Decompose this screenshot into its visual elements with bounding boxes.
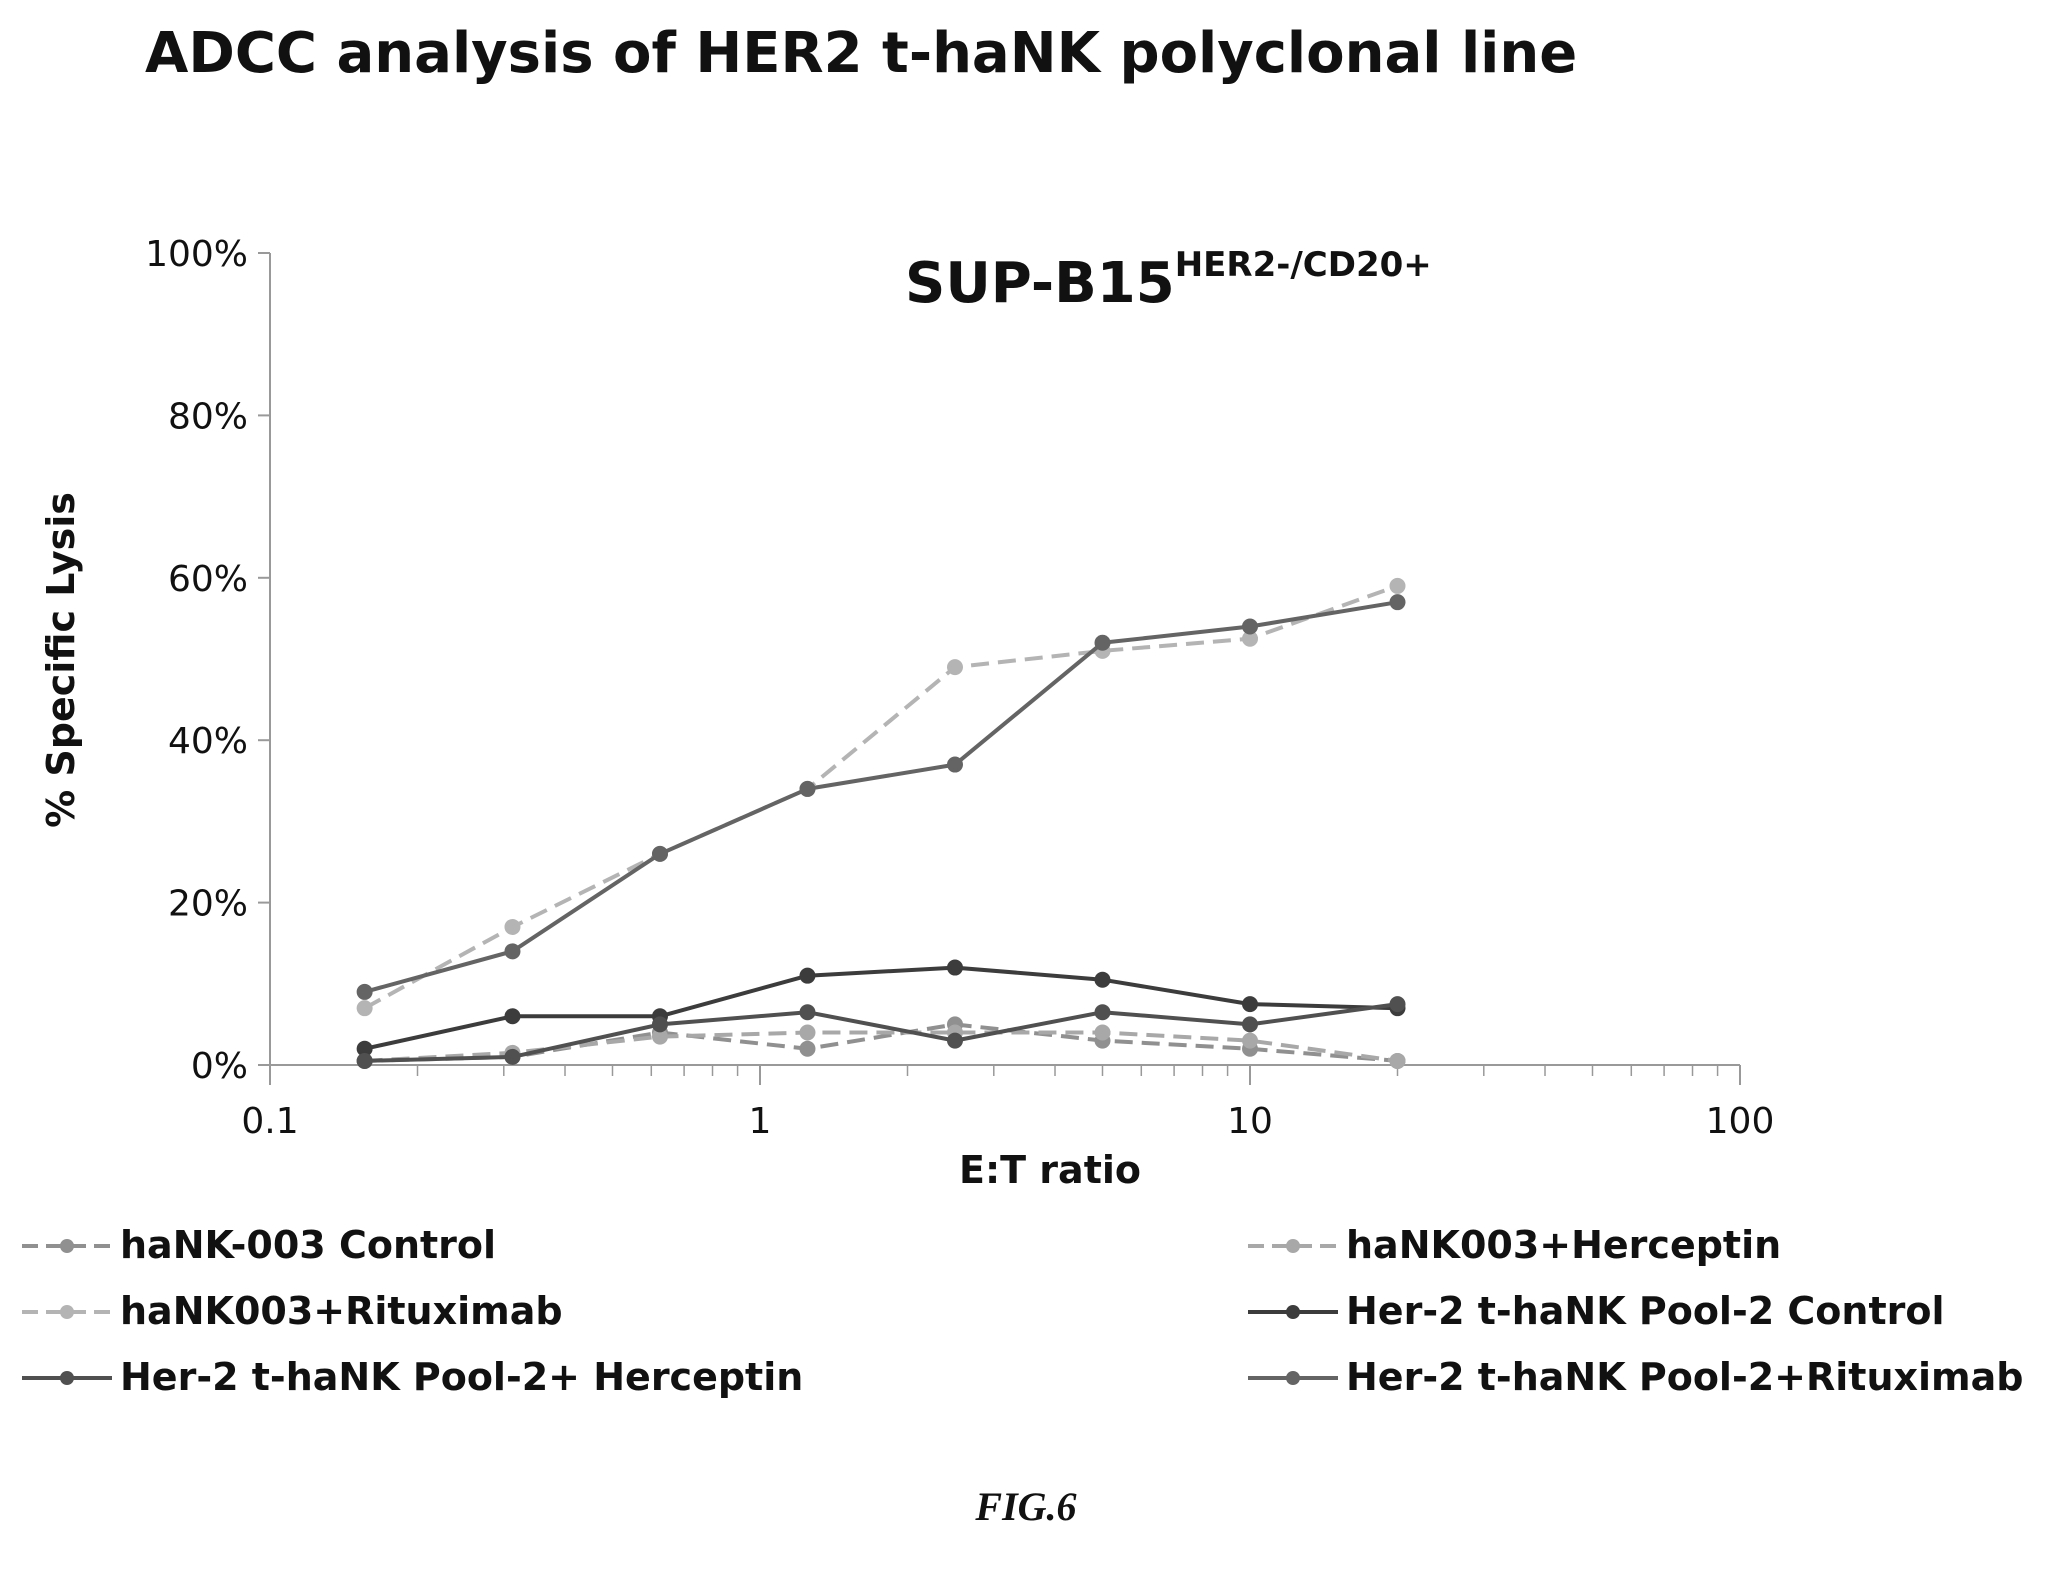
data-point [651,845,668,862]
legend-item: haNK003+Herceptin [1248,1223,1781,1267]
data-point [1094,1024,1111,1041]
x-tick-label: 0.1 [241,1101,298,1142]
legend-swatch-marker [60,1305,74,1319]
y-tick-label: 80% [168,396,248,437]
legend-swatch-marker [1286,1371,1300,1385]
y-tick-label: 60% [168,559,248,600]
data-point [1094,634,1111,651]
data-point [1242,630,1258,647]
data-point [1242,618,1258,635]
data-point [946,756,963,773]
x-axis-label: E:T ratio [959,1148,1141,1192]
legend: haNK-003 Control haNK003+Herceptin haNK003… [22,1223,2024,1399]
series-line [364,600,1398,994]
data-point [1242,996,1258,1013]
chart-title: SUP-B15HER2-/CD20+ [905,245,1432,316]
legend-label: Her-2 t-haNK Pool-2+Rituximab [1346,1355,2024,1399]
series-line [364,965,1398,1051]
legend-label: haNK-003 Control [120,1223,496,1267]
data-point [1094,971,1111,988]
y-tick-label: 0% [191,1046,248,1087]
data-point [946,1032,963,1049]
y-tick-label: 20% [168,884,248,925]
figure-caption: FIG.6 [974,1484,1076,1529]
y-tick-label: 40% [168,721,248,762]
data-point [1389,996,1406,1013]
data-point [799,1024,816,1041]
data-point [799,780,816,797]
legend-swatch-marker [60,1239,74,1253]
x-tick-label: 10 [1227,1101,1273,1142]
legend-swatch-marker [1286,1239,1300,1253]
data-point [1389,1052,1406,1069]
legend-item: Her-2 t-haNK Pool-2+ Herceptin [22,1355,803,1399]
data-point [504,918,521,935]
legend-label: haNK003+Rituximab [120,1289,563,1333]
data-point [1389,577,1406,594]
chart-title-superscript: HER2-/CD20+ [1175,245,1432,285]
data-point [799,967,816,984]
page-title: ADCC analysis of HER2 t-haNK polyclonal … [145,21,1577,86]
data-point [1094,1004,1111,1021]
data-point [1242,1016,1258,1033]
series-line [363,584,1399,1010]
data-point [799,1040,816,1057]
data-point [504,1048,521,1065]
data-point [356,1040,373,1057]
legend-item: haNK-003 Control [22,1223,496,1267]
legend-label: Her-2 t-haNK Pool-2 Control [1346,1289,1944,1333]
series-lines [356,577,1406,1069]
legend-label: Her-2 t-haNK Pool-2+ Herceptin [120,1355,803,1399]
legend-swatch-marker [1286,1305,1300,1319]
data-point [651,1016,668,1033]
series-6 [356,594,1406,1000]
data-point [504,1008,521,1025]
y-axis-label: % Specific Lysis [39,492,83,828]
data-point [799,1004,816,1021]
legend-item: Her-2 t-haNK Pool-2+Rituximab [1248,1355,2024,1399]
data-point [946,959,963,976]
chart-title-main: SUP-B15 [905,251,1175,316]
series-line [364,1002,1398,1063]
data-point [356,983,373,1000]
x-tick-label: 100 [1706,1101,1775,1142]
data-point [356,1000,373,1017]
x-tick-label: 1 [749,1101,772,1142]
legend-label: haNK003+Herceptin [1346,1223,1781,1267]
series-5 [356,996,1406,1069]
axes: 0% 20% 40% 60% 80% 100% 0.1 1 10 100 [145,234,1774,1142]
y-tick-label: 100% [145,234,248,275]
data-point [1389,594,1406,611]
data-point [504,943,521,960]
data-point [356,1052,373,1069]
data-point [1242,1032,1258,1049]
data-point [946,659,963,676]
legend-swatch-marker [60,1371,74,1385]
legend-item: Her-2 t-haNK Pool-2 Control [1248,1289,1944,1333]
legend-item: haNK003+Rituximab [22,1289,563,1333]
data-point [651,1028,668,1045]
